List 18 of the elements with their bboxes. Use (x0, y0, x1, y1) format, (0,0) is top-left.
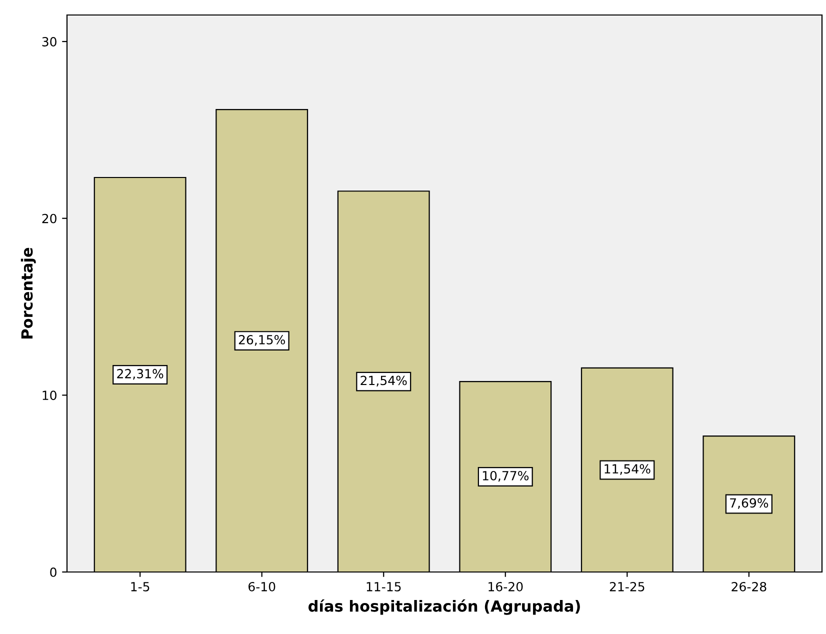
data-label: 7,69% (730, 498, 768, 509)
x-tick-label: 21-25 (610, 582, 644, 592)
y-tick-label: 20 (42, 214, 56, 224)
x-tick-label: 1-5 (131, 582, 150, 592)
data-label: 26,15% (238, 334, 285, 346)
x-tick-label: 26-28 (732, 582, 766, 592)
y-axis-title: Porcentaje (20, 248, 36, 338)
data-label: 11,54% (604, 464, 650, 475)
data-label: 21,54% (360, 376, 407, 386)
x-tick-label: 11-15 (366, 582, 401, 592)
data-label: 10,77% (482, 470, 529, 482)
data-label: 22,31% (117, 368, 164, 380)
y-tick-label: 30 (42, 36, 56, 46)
y-tick-label: 10 (42, 390, 56, 400)
x-tick-label: 6-10 (248, 582, 276, 592)
y-tick-label: 0 (50, 567, 56, 577)
x-axis-title: días hospitalización (Agrupada) (308, 599, 580, 615)
x-tick-label: 16-20 (488, 582, 523, 592)
